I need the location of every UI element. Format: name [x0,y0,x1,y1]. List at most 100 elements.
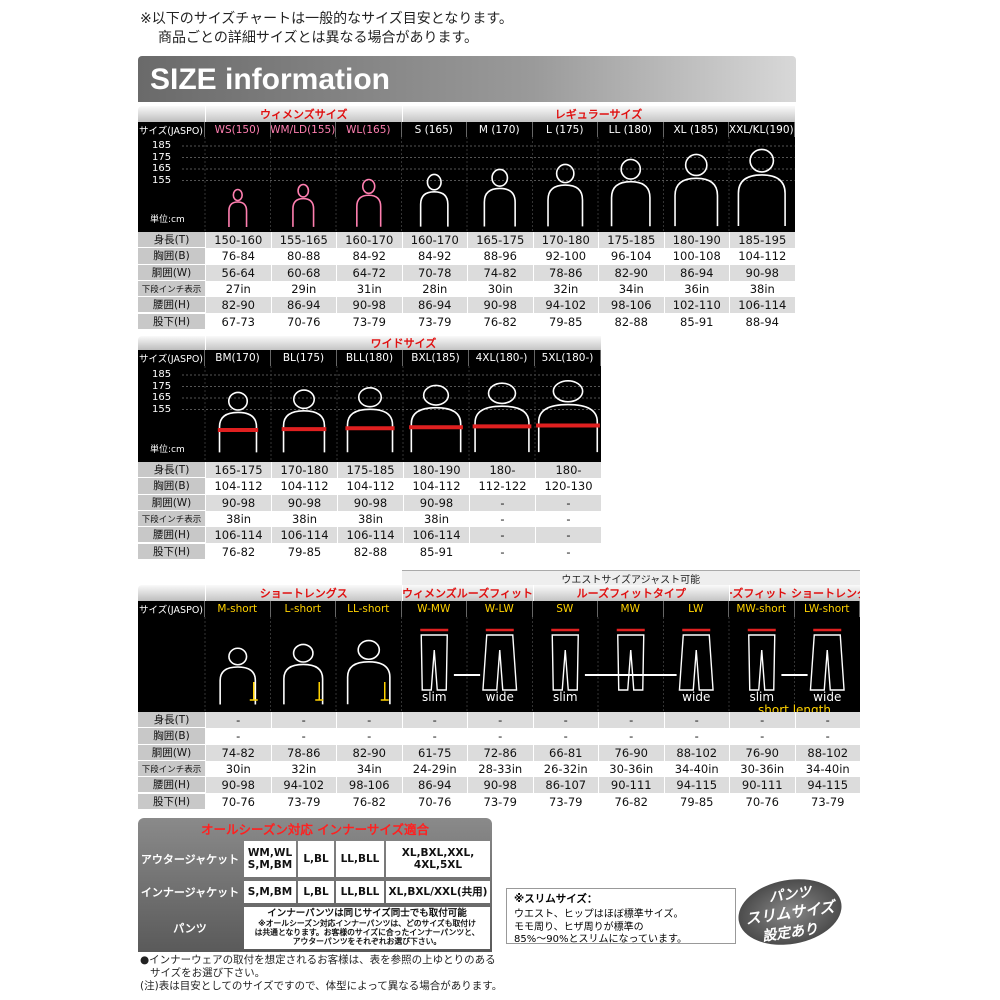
cell: - [270,712,336,729]
cell: - [663,728,729,745]
figure-head [363,179,375,193]
cell: 32in [532,280,598,298]
cell: 85-91 [403,543,469,560]
inner-cell: LL,BLL [336,881,384,903]
figure-body [675,178,717,226]
cell: 61-75 [401,744,467,761]
header-label: サイズ(JASPO) [138,350,205,366]
cell: 60-68 [270,264,336,281]
cell: 84-92 [401,248,467,265]
figure-head [553,381,582,402]
group-title: ショートレングス [205,585,402,601]
cell: 26-32in [532,760,598,778]
cell: 90-98 [403,494,469,511]
figure-art [182,137,795,232]
column-header: L (175) [532,122,598,137]
cell: 102-110 [663,297,729,314]
banner-title: SIZE information [150,63,390,96]
cell: 74-82 [467,264,533,281]
pants-icon [809,628,845,691]
figure-body [347,409,392,452]
figure-body [357,195,381,227]
cell: 90-98 [467,297,533,314]
cell: 180-190 [663,232,729,249]
column-header: LL (180) [598,122,664,137]
column-header: 5XL(180-) [535,350,601,366]
cell: 90-98 [336,297,402,314]
cell: 104-112 [337,478,403,495]
cell: 170-180 [532,232,598,249]
group-corner [138,336,205,350]
cell: 175-185 [337,462,403,479]
figure-body [475,406,529,452]
cell: 34-40in [663,760,729,778]
cell: 86-94 [663,264,729,281]
row-label: 身長(T) [138,462,205,479]
cell: 120-130 [535,478,601,495]
cell: 90-98 [467,777,533,794]
cell: 98-106 [336,777,402,794]
group-title: ワイドサイズ [205,336,601,350]
column-header: XXL/KL(190) [729,122,795,137]
cell: - [794,712,860,729]
slim-note-line: ウエスト、ヒップはほぼ標準サイズ。 [514,909,684,918]
figure [548,164,582,226]
pants-icon [747,628,776,691]
cell: 160-170 [401,232,467,249]
scale-label: 165 [152,392,172,403]
caption: slim [749,690,775,704]
cell: - [535,527,601,544]
figure-body [421,192,448,227]
column-header: BM(170) [205,350,271,366]
scale-label: 155 [152,403,172,415]
cell: 180- [535,462,601,479]
cell: 78-86 [270,744,336,761]
footer-line: ●インナーウェアの取付を想定されるお客様は、表を参照の上ゆとりのある [140,954,496,966]
cell: 76-82 [336,793,402,810]
cell: - [336,728,402,745]
inner-cell: XL,BXL/XXL(共用) [386,881,490,903]
column-header: LW-short [794,601,860,617]
row-label: 腰囲(H) [138,527,205,544]
cell: 73-79 [794,793,860,810]
figure-body [548,185,582,226]
pants-outline [420,634,448,691]
cell: 104-112 [205,478,271,495]
column-header: W-MW [401,601,467,617]
inner-cell: L,BL [298,841,334,877]
cell: - [729,728,795,745]
figure [293,184,314,226]
inner-cell-line: WM,WL [247,846,293,859]
cell: 180- [469,462,535,479]
figure-head [750,149,773,171]
figure-body [293,199,314,227]
cell: 31in [336,280,402,298]
cell: 38in [337,510,403,528]
scale-label: 175 [152,380,172,392]
cell: 70-76 [729,793,795,810]
cell: 64-72 [336,264,402,281]
cell: 73-79 [270,793,336,810]
figure [484,169,515,226]
cell: 104-112 [271,478,337,495]
cell: 88-102 [663,744,729,761]
figure-body [612,182,650,227]
inseam-mark [315,682,324,701]
row-label: 身長(T) [138,712,205,729]
figure-head [294,644,313,662]
inner-cell: XL,BXL,XXL, 4XL,5XL [386,841,490,877]
figure [229,190,247,228]
figure-head [294,390,314,408]
inner-cell: WM,WL S,M,BM [244,841,296,877]
inseam-mark [380,682,389,701]
pants-outline [482,634,518,691]
cell: 86-94 [401,777,467,794]
figure [409,385,463,452]
figure-body [738,175,785,226]
cell: 86-107 [532,777,598,794]
inner-title: オールシーズン対応 インナーサイズ適合 [200,821,430,837]
inner-cell-line: XL,BXL,XXL, [401,846,475,859]
cell: 90-111 [729,777,795,794]
inner-cell-line: は共通となります。お客様のサイズに合ったインナーパンツと、 [254,927,480,937]
group-title: ウィメンズルーズフィット [401,585,533,601]
